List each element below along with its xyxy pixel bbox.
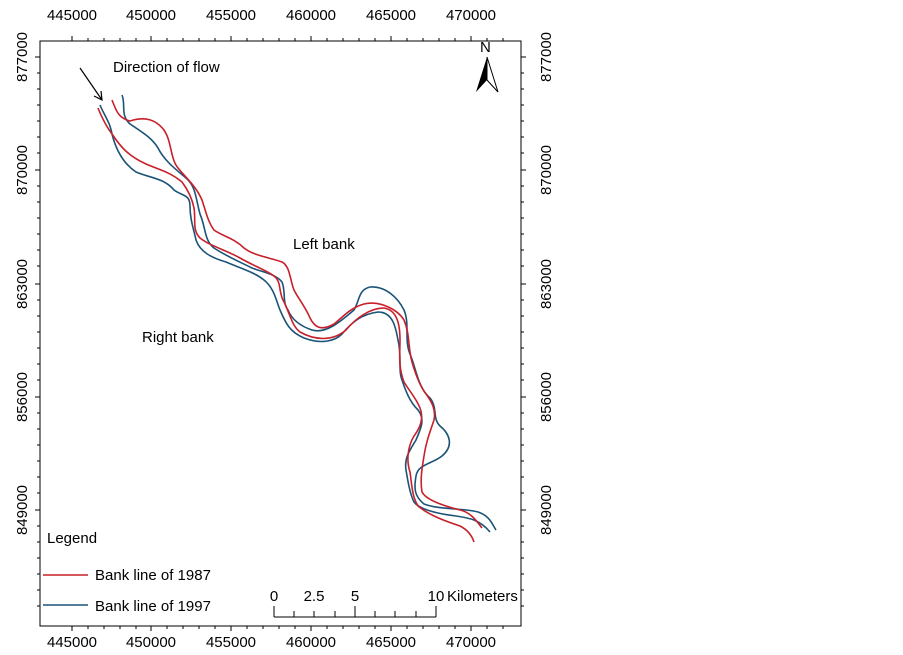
bank-line-1997-left [121, 94, 497, 531]
y-tick-label-left: 849000 [14, 485, 31, 535]
direction-of-flow-label: Direction of flow [113, 59, 220, 76]
x-tick-label-bottom: 445000 [47, 634, 97, 651]
scale-label-2-5: 2.5 [304, 588, 325, 605]
bank-line-1987-left [111, 99, 483, 529]
scale-label-5: 5 [351, 588, 359, 605]
left-y-ticks [35, 56, 40, 607]
north-label: N [480, 39, 491, 56]
bottom-x-ticks [71, 626, 504, 631]
north-arrow-icon [476, 56, 499, 93]
x-tick-label-top: 460000 [286, 7, 336, 24]
left-bank-label: Left bank [293, 236, 355, 253]
y-tick-label-left: 870000 [14, 145, 31, 195]
right-bank-label: Right bank [142, 329, 214, 346]
y-tick-label-right: 849000 [538, 485, 555, 535]
y-tick-label-right: 877000 [538, 32, 555, 82]
x-tick-label-top: 445000 [47, 7, 97, 24]
bank-line-1997-right [99, 104, 491, 533]
x-tick-label-top: 455000 [206, 7, 256, 24]
map-frame [39, 40, 522, 627]
legend-label-1997: Bank line of 1997 [95, 598, 211, 615]
scale-label-10: 10 [428, 588, 445, 605]
top-x-ticks [71, 36, 504, 41]
x-tick-label-bottom: 460000 [286, 634, 336, 651]
y-tick-label-left: 877000 [14, 32, 31, 82]
y-tick-label-right: 863000 [538, 259, 555, 309]
legend-label-1987: Bank line of 1987 [95, 567, 211, 584]
x-tick-label-bottom: 465000 [366, 634, 416, 651]
x-tick-label-top: 470000 [446, 7, 496, 24]
x-tick-label-bottom: 455000 [206, 634, 256, 651]
scale-unit-label: Kilometers [447, 588, 518, 605]
x-tick-label-top: 450000 [126, 7, 176, 24]
legend-title: Legend [47, 530, 97, 547]
y-tick-label-right: 870000 [538, 145, 555, 195]
y-tick-label-right: 856000 [538, 372, 555, 422]
y-tick-label-left: 863000 [14, 259, 31, 309]
x-tick-label-top: 465000 [366, 7, 416, 24]
bank-line-1987-right [97, 107, 475, 543]
x-tick-label-bottom: 470000 [446, 634, 496, 651]
scale-bar [273, 606, 437, 618]
x-tick-label-bottom: 450000 [126, 634, 176, 651]
scale-label-0: 0 [270, 588, 278, 605]
direction-arrow [79, 67, 103, 102]
right-y-ticks [521, 56, 526, 607]
y-tick-label-left: 856000 [14, 372, 31, 422]
